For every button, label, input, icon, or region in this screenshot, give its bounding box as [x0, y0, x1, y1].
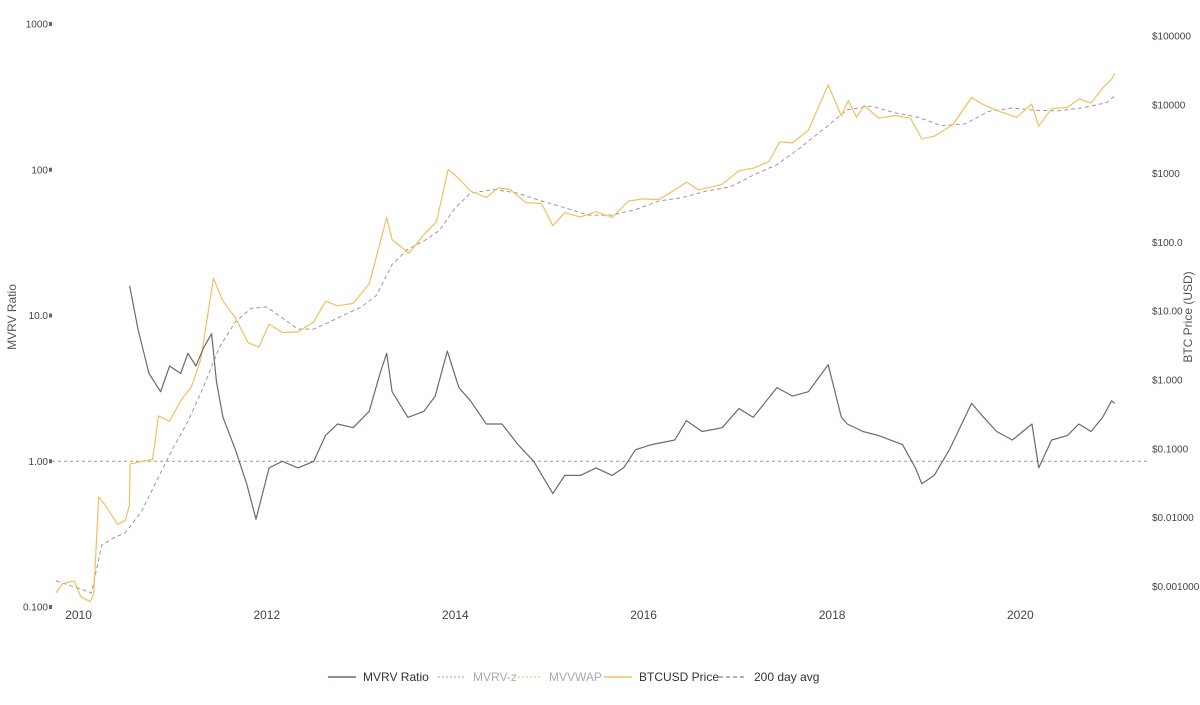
legend-item-label: MVRV Ratio — [363, 670, 429, 684]
left-tick-mark — [49, 167, 52, 172]
x-tick-label: 2012 — [253, 608, 280, 622]
left-axis-title: MVRV Ratio — [5, 284, 19, 350]
left-tick-mark — [49, 22, 52, 26]
left-tick-label: 1000 — [26, 20, 49, 31]
right-tick-label: $0.01000 — [1152, 513, 1194, 524]
x-tick-label: 2016 — [630, 608, 657, 622]
right-axis-title: BTC Price (USD) — [1181, 271, 1195, 362]
left-tick-mark — [49, 313, 52, 318]
x-tick-label: 2018 — [819, 608, 846, 622]
right-tick-label: $10.00 — [1152, 307, 1183, 318]
legend-item-label: BTCUSD Price — [639, 670, 719, 684]
right-tick-label: $0.1000 — [1152, 444, 1189, 455]
left-axis: 0.100 1.00 10.0 100 1000 — [23, 20, 52, 614]
x-tick-label: 2010 — [65, 608, 92, 622]
btcusd-price-line — [55, 72, 1116, 603]
x-tick-label: 2014 — [442, 608, 469, 622]
right-tick-label: $1000 — [1152, 169, 1180, 180]
right-axis: $0.001000 $0.01000 $0.1000 $1.000 $10.00 $100… — [1152, 32, 1200, 593]
left-tick-label: 0.100 — [23, 603, 48, 614]
legend-item-label: MVRV-z — [473, 670, 517, 684]
left-tick-label: 1.00 — [29, 457, 49, 468]
mvrv-ratio-line — [129, 285, 1116, 520]
legend-item-label: MVVWAP — [549, 670, 602, 684]
left-tick-label: 10.0 — [29, 311, 49, 322]
right-tick-label: $1.000 — [1152, 375, 1183, 386]
series-layer — [55, 72, 1116, 603]
left-tick-label: 100 — [31, 165, 48, 176]
legend-item-label: 200 day avg — [754, 670, 819, 684]
plot-area — [52, 72, 1148, 603]
x-tick-label: 2020 — [1007, 608, 1034, 622]
left-tick-mark — [49, 459, 52, 464]
right-tick-label: $10000 — [1152, 100, 1186, 111]
200-day-avg-line — [55, 95, 1116, 594]
right-tick-label: $100000 — [1152, 32, 1191, 43]
right-tick-label: $100.0 — [1152, 238, 1183, 249]
legend: MVRV Ratio MVRV-z MVVWAP BTCUSD Price 200 da… — [328, 670, 819, 684]
x-axis: 2010 2012 2014 2016 2018 2020 — [65, 608, 1034, 622]
right-tick-label: $0.001000 — [1152, 582, 1200, 593]
left-tick-mark — [49, 605, 52, 609]
